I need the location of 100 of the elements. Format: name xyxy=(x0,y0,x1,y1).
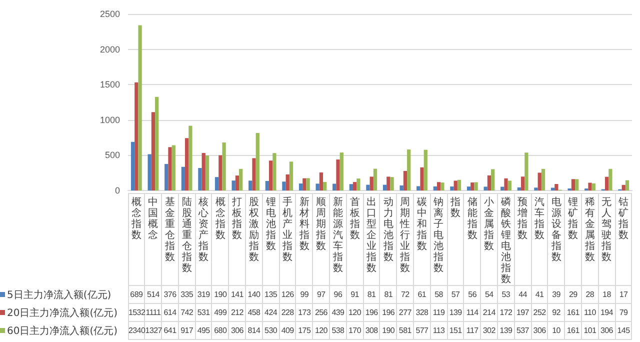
x-tick-label: 汽车指数 xyxy=(534,197,545,241)
data-label: 531 xyxy=(195,304,212,322)
bar xyxy=(491,169,495,190)
x-tick-label: 概念指数 xyxy=(215,197,226,241)
data-label: 308 xyxy=(363,322,380,340)
data-label: 212 xyxy=(228,304,246,322)
data-label: 458 xyxy=(246,304,262,322)
data-label: 439 xyxy=(330,304,346,322)
data-label: 197 xyxy=(514,304,532,322)
bar xyxy=(235,176,240,190)
bar xyxy=(289,162,294,190)
data-label: 161 xyxy=(564,304,582,322)
y-tick-label: 1500 xyxy=(100,80,120,90)
bar xyxy=(390,177,394,190)
bar xyxy=(366,184,370,190)
legend-label: 20日主力净流入额(亿元) xyxy=(6,306,119,320)
data-label: 306 xyxy=(228,322,246,340)
x-tick-label: 电源设备指数 xyxy=(551,197,562,263)
x-tick-label: 基金重仓指数 xyxy=(164,197,175,263)
x-tick-label: 磷酸铁锂电池指数 xyxy=(500,197,511,285)
bar xyxy=(248,180,252,190)
data-label: 190 xyxy=(380,322,397,340)
bar xyxy=(148,154,152,190)
data-label: 72 xyxy=(396,286,414,304)
data-label: 151 xyxy=(447,322,464,340)
bar xyxy=(356,178,360,190)
x-tick-label: 股权激励指数 xyxy=(248,197,259,263)
bar xyxy=(454,180,458,190)
data-label: 689 xyxy=(128,286,145,304)
bar xyxy=(420,167,424,190)
data-label: 135 xyxy=(262,286,280,304)
data-label: 190 xyxy=(212,286,229,304)
data-label: 277 xyxy=(396,304,414,322)
data-label: 537 xyxy=(514,322,532,340)
y-tick-label: 500 xyxy=(104,150,120,160)
bar xyxy=(268,160,273,190)
x-tick-label: 手机产业指数 xyxy=(282,197,293,263)
bar xyxy=(181,166,185,190)
bar xyxy=(440,182,444,190)
bar xyxy=(500,186,504,190)
bar xyxy=(252,158,256,190)
data-label: 139 xyxy=(498,322,514,340)
bar xyxy=(138,25,142,190)
bar xyxy=(575,179,579,190)
x-tick-label: 动力电池指数 xyxy=(383,197,394,263)
bar xyxy=(332,184,336,190)
x-tick-label: 概念指数 xyxy=(131,197,142,241)
bar xyxy=(524,152,528,190)
x-tick-label: 周期性行业指数 xyxy=(400,197,410,274)
data-label: 145 xyxy=(615,322,632,340)
bar xyxy=(188,126,192,190)
bar xyxy=(151,112,156,190)
x-tick-label: 核心资产指数 xyxy=(198,197,209,263)
data-label: 58 xyxy=(430,286,448,304)
data-label: 57 xyxy=(447,286,464,304)
data-label: 101 xyxy=(582,322,598,340)
data-label: 17 xyxy=(615,286,632,304)
data-label: 577 xyxy=(414,322,430,340)
y-tick-label: 0 xyxy=(114,186,120,196)
bar xyxy=(541,168,546,190)
bar xyxy=(164,164,168,190)
bar xyxy=(302,178,306,190)
bar xyxy=(534,188,538,190)
x-tick-label: 顺周期指数 xyxy=(316,197,326,252)
data-label: 61 xyxy=(414,286,430,304)
x-tick-label: 打板指数 xyxy=(232,197,242,241)
data-label: 256 xyxy=(312,304,330,322)
bar xyxy=(403,170,408,190)
bar xyxy=(323,182,327,190)
data-label: 194 xyxy=(598,304,616,322)
bar xyxy=(571,179,576,190)
data-label: 328 xyxy=(414,304,430,322)
data-label: 92 xyxy=(548,304,565,322)
bar xyxy=(416,186,420,190)
x-tick-label: 碳中和指数 xyxy=(416,197,427,252)
data-label: 196 xyxy=(380,304,397,322)
bar xyxy=(508,180,512,190)
data-label: 376 xyxy=(162,286,178,304)
bar xyxy=(520,176,525,190)
x-tick-label: 出口型企业指数 xyxy=(366,197,377,274)
x-tick-label: 锂矿指数 xyxy=(568,197,578,241)
data-label: 252 xyxy=(531,304,548,322)
bar xyxy=(517,187,521,190)
data-label: 28 xyxy=(582,286,598,304)
bar xyxy=(625,180,630,190)
data-label: 917 xyxy=(178,322,196,340)
data-label: 514 xyxy=(144,286,162,304)
data-label: 530 xyxy=(262,322,280,340)
bar xyxy=(592,183,596,190)
x-tick-label: 储能指数 xyxy=(467,197,478,241)
bar xyxy=(198,168,202,190)
bar xyxy=(232,180,236,190)
bar xyxy=(239,168,243,190)
bar xyxy=(222,142,226,190)
bar xyxy=(386,176,390,190)
x-tick-label: 无人驾驶指数 xyxy=(602,197,612,263)
data-label: 1532 xyxy=(128,304,146,322)
bar xyxy=(407,149,411,190)
bar xyxy=(504,178,508,190)
bar xyxy=(622,184,626,190)
